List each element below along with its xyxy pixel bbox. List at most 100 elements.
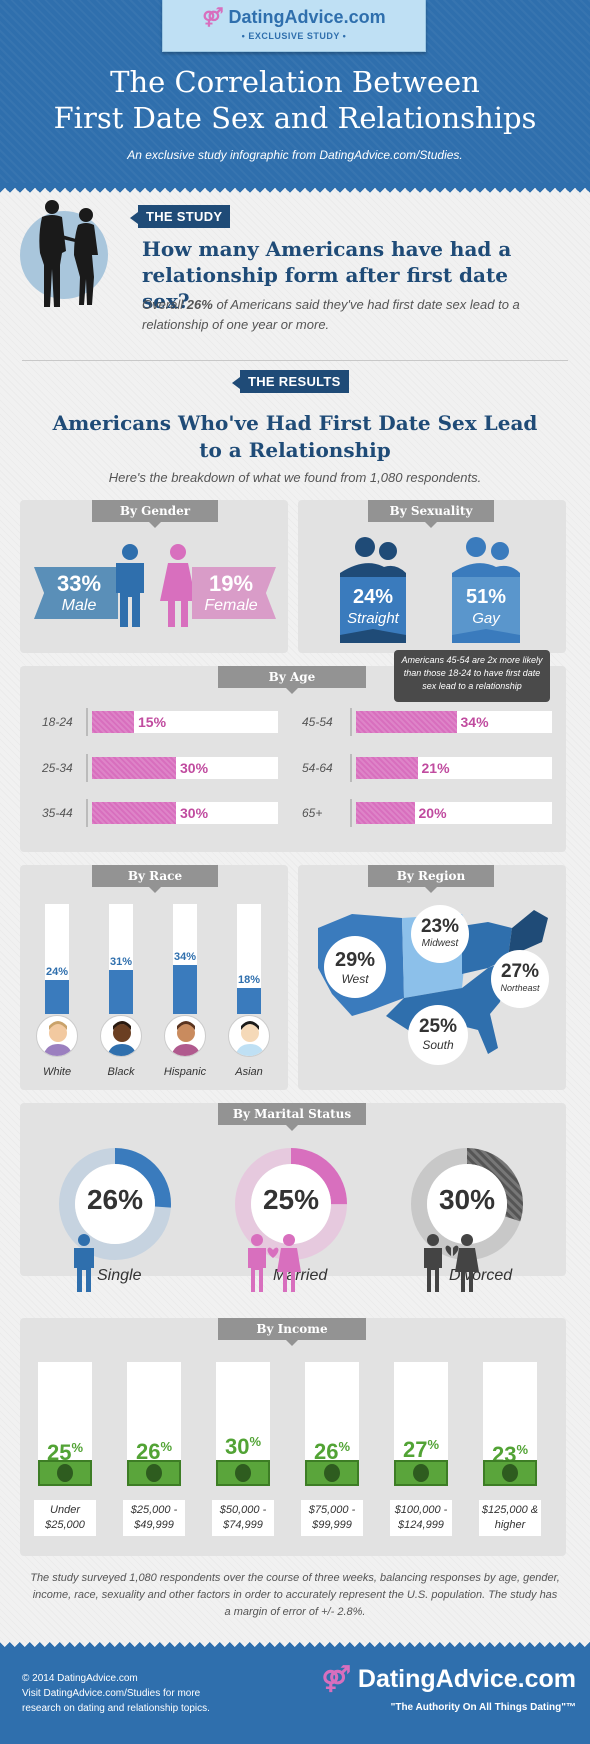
west-value: 29% [334,949,376,971]
logo-badge[interactable]: ⚤ DatingAdvice.com • EXCLUSIVE STUDY • [162,0,426,52]
income-bar: 30% [216,1362,270,1472]
straight-couple-icon: 24% Straight [340,537,406,643]
income-bar: 23% [483,1362,537,1472]
age-tick [350,708,352,736]
race-label: Asian [235,1066,263,1078]
money-bill-icon [305,1460,359,1486]
footer-hearts-logo-icon: ⚤ [321,1665,358,1693]
study-text: Overall 26% of Americans said they've ha… [142,297,520,332]
gay-label: Gay [472,610,501,627]
age-tick [86,754,88,782]
race-value: 18% [237,974,261,986]
income-bar: 26% [127,1362,181,1472]
footer-visit-line1[interactable]: Visit DatingAdvice.com/Studies for more [22,1688,201,1699]
race-bar-fill [173,965,197,1014]
northeast-label: Northeast [500,983,540,993]
female-value: 19% [208,571,254,596]
income-label-line1: Under [50,1504,80,1516]
race-tab: By Race [92,865,218,893]
race-value: 24% [45,966,69,978]
income-value: 26% [313,1439,351,1464]
logo-text: ⚤ DatingAdvice.com [202,7,386,27]
income-label-line2: $124,999 [398,1519,444,1531]
income-label-line2: $99,999 [312,1519,352,1531]
age-label: 65+ [302,806,323,820]
income-label-line1: $75,000 - [308,1504,356,1516]
race-value: 34% [173,951,197,963]
midwest-label: Midwest [421,938,459,949]
income-bar: 27% [394,1362,448,1472]
person-avatar-icon [100,1015,142,1057]
gender-tab: By Gender [92,500,218,528]
age-value: 30% [180,805,209,821]
marital-tab: By Marital Status [218,1103,366,1131]
income-label-line2: $74,999 [223,1519,263,1531]
midwest-value: 23% [420,916,460,937]
male-value: 33% [56,571,102,596]
sexuality-tab: By Sexuality [368,500,494,528]
marital-value: 25% [262,1184,320,1215]
income-label-line1: $100,000 - [394,1504,448,1516]
results-tag: THE RESULTS [232,370,349,393]
west-bubble: 29% West [324,936,386,998]
single-person-icon [69,1230,99,1297]
married-couple-icon [245,1230,301,1297]
male-ribbon: 33% Male [34,567,118,619]
income-panel [20,1318,566,1556]
region-tab: By Region [368,865,494,893]
age-bar-fill [92,802,176,824]
age-tab: By Age [218,666,366,694]
female-ribbon: 19% Female [192,567,276,619]
income-label: $50,000 - $74,999 [212,1500,274,1536]
race-label: White [42,1066,72,1078]
race-label: Hispanic [163,1066,207,1078]
income-tab: By Income [218,1318,366,1346]
gay-couple-icon: 51% Gay [452,537,520,643]
age-bar-fill [92,757,176,779]
west-label: West [341,972,369,986]
money-bill-icon [127,1460,181,1486]
northeast-bubble: 27% Northeast [491,950,549,1008]
age-bar [356,802,552,824]
race-bar: 31% [109,904,133,1014]
age-label: 45-54 [302,715,333,729]
midwest-bubble: 23% Midwest [411,905,469,963]
age-callout: Americans 45-54 are 2x more likely than … [394,650,550,702]
header-zigzag-edge [0,183,590,193]
page-title: The Correlation Between First Date Sex a… [53,65,537,135]
age-tick [350,754,352,782]
page-subtitle: An exclusive study infographic from Dati… [127,148,463,162]
money-bill-icon [483,1460,537,1486]
race-bar: 18% [237,904,261,1014]
age-value: 21% [421,760,450,776]
footer-visit-line2: research on dating and relationship topi… [22,1703,210,1714]
money-bill-icon [38,1460,92,1486]
age-bar-fill [356,711,457,733]
south-label: South [422,1038,454,1052]
footer-copyright: © 2014 DatingAdvice.com [22,1673,138,1684]
race-bar: 24% [45,904,69,1014]
south-value: 25% [418,1016,458,1037]
footer-zigzag-edge [0,1642,590,1652]
south-bubble: 25% South [408,1005,468,1065]
age-bar [92,711,278,733]
income-label: $25,000 - $49,999 [123,1500,185,1536]
study-tag: THE STUDY [129,205,231,228]
results-subtitle: Here's the breakdown of what we found fr… [108,470,482,485]
age-tick [86,799,88,827]
divorced-couple-icon [421,1230,481,1297]
northeast-value: 27% [500,961,540,982]
footer-copyright-block: © 2014 DatingAdvice.com Visit DatingAdvi… [22,1671,210,1716]
race-value: 31% [109,956,133,968]
female-label: Female [204,597,258,614]
race-label: Black [107,1066,135,1078]
age-bar-fill [356,757,418,779]
marital-value: 26% [86,1184,144,1215]
male-figure-icon [116,544,144,627]
age-bar-fill [92,711,134,733]
age-bar [356,757,552,779]
age-label: 18-24 [42,715,73,729]
footer-logo[interactable]: ⚤ DatingAdvice.com [321,1665,576,1693]
male-label: Male [61,597,97,614]
age-label: 54-64 [302,761,333,775]
